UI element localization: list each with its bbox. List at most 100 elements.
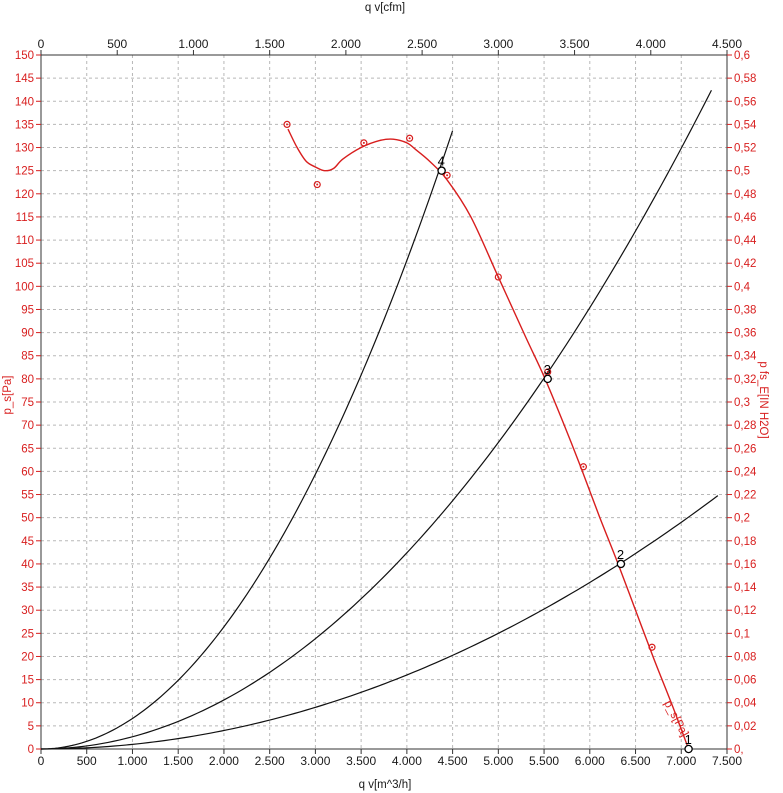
top-axis-title: q v[cfm]	[365, 2, 405, 14]
right-tick-label: 0,42	[734, 258, 756, 270]
left-tick-label: 75	[21, 397, 34, 409]
operating-point-label: 4	[438, 154, 445, 169]
left-tick-label: 65	[21, 443, 34, 455]
bottom-axis-title: q v[m^3/h]	[359, 779, 412, 791]
right-tick-label: 0,3	[734, 397, 750, 409]
left-tick-label: 0	[28, 744, 34, 756]
left-tick-label: 105	[15, 258, 34, 270]
bottom-tick-label: 500	[77, 754, 97, 768]
left-tick-label: 15	[21, 675, 34, 687]
bottom-tick-label: 3.000	[300, 754, 330, 768]
measured-point-marker	[648, 643, 656, 651]
curves-layer	[40, 89, 719, 750]
operating-point-marker	[437, 166, 446, 175]
left-tick-label: 120	[15, 189, 34, 201]
right-tick-label: 0,02	[734, 721, 756, 733]
left-axis-title: p_s[Pa]	[2, 376, 14, 415]
measured-point-dot	[362, 141, 365, 144]
measured-point-dot	[497, 276, 500, 279]
right-tick-label: 0,32	[734, 374, 756, 386]
left-tick-label: 10	[21, 698, 34, 710]
measured-point-marker	[313, 180, 321, 189]
left-tick-label: 110	[16, 235, 34, 247]
right-tick-label: 0,48	[734, 189, 756, 201]
left-tick-label: 115	[16, 212, 34, 224]
operating-point-marker	[616, 559, 626, 569]
operating-point-label: 2	[617, 547, 624, 562]
bottom-tick-label: 7.500	[712, 754, 742, 768]
measured-point-dot	[408, 137, 411, 140]
right-tick-label: 0,04	[734, 698, 757, 710]
operating-point-marker	[684, 744, 693, 754]
grid-layer	[41, 55, 727, 749]
measured-point-dot	[546, 370, 549, 373]
measured-point-marker	[494, 273, 502, 281]
measured-point-marker	[443, 171, 451, 179]
points-layer: 1 2 3 4	[283, 120, 693, 754]
measured-point-dot	[316, 183, 319, 186]
right-tick-label: 0,28	[734, 420, 756, 432]
right-tick-label: 0,16	[734, 559, 756, 571]
top-tick-label: 4.500	[712, 37, 742, 51]
measured-point-dot	[286, 123, 289, 126]
right-tick-label: 0,18	[734, 536, 756, 548]
bottom-tick-label: 4.500	[438, 754, 468, 768]
bottom-tick-label: 6.000	[575, 754, 605, 768]
left-tick-label: 95	[21, 304, 34, 316]
right-tick-label: 0,54	[734, 119, 757, 131]
right-tick-label: 0,24	[734, 466, 757, 478]
top-tick-label: 1.000	[178, 37, 208, 51]
right-tick-label: 0,14	[734, 582, 757, 594]
right-tick-label: 0,06	[734, 675, 756, 687]
fan-curve-label: p_s[Pa]	[661, 699, 690, 739]
right-tick-label: 0,46	[734, 212, 756, 224]
system-curve	[40, 89, 712, 750]
right-tick-label: 0,12	[734, 605, 756, 617]
bottom-tick-label: 2.000	[209, 754, 239, 768]
left-tick-label: 30	[21, 605, 34, 617]
left-tick-label: 150	[15, 50, 34, 62]
left-tick-label: 140	[15, 96, 34, 108]
bottom-tick-label: 0	[38, 754, 45, 768]
left-tick-label: 125	[15, 166, 34, 178]
right-tick-label: 0,26	[734, 443, 756, 455]
operating-point-marker	[543, 374, 552, 384]
bottom-tick-label: 1.500	[163, 754, 193, 768]
top-tick-label: 3.000	[483, 37, 513, 51]
right-tick-label: 0,2	[734, 513, 750, 525]
bottom-tick-label: 3.500	[346, 754, 376, 768]
right-tick-label: 0,52	[734, 143, 756, 155]
left-tick-label: 5	[28, 721, 34, 733]
left-tick-label: 45	[21, 536, 34, 548]
right-tick-label: 0,1	[734, 628, 750, 640]
right-axis-title: p fs_E[IN H2O]	[757, 361, 769, 438]
bottom-tick-label: 7.000	[666, 754, 696, 768]
measured-point-dot	[650, 646, 653, 649]
system-curve	[40, 130, 454, 750]
bottom-tick-label: 2.500	[255, 754, 285, 768]
right-tick-label: 0,36	[734, 328, 756, 340]
right-tick-label: 0,6	[734, 50, 750, 62]
top-tick-label: 2.000	[331, 37, 361, 51]
left-tick-label: 90	[21, 328, 34, 340]
top-tick-label: 500	[107, 37, 127, 51]
bottom-tick-label: 6.500	[621, 754, 651, 768]
left-tick-label: 60	[21, 466, 34, 478]
right-tick-label: 0,44	[734, 235, 757, 247]
system-curve	[40, 495, 719, 750]
right-tick-label: 0,38	[734, 304, 756, 316]
operating-point-label: 3	[544, 362, 551, 377]
right-tick-label: 0,08	[734, 651, 756, 663]
left-tick-label: 40	[21, 559, 34, 571]
left-tick-label: 35	[21, 582, 34, 594]
measured-point-dot	[582, 465, 585, 468]
left-tick-label: 70	[21, 420, 34, 432]
left-tick-label: 145	[15, 73, 34, 85]
left-tick-label: 130	[15, 143, 34, 155]
right-tick-label: 0,34	[734, 351, 757, 363]
right-tick-label: 0,5	[734, 166, 750, 178]
right-tick-label: 0,	[734, 744, 744, 756]
operating-point-label: 1	[685, 732, 692, 747]
right-tick-label: 0,22	[734, 490, 756, 502]
